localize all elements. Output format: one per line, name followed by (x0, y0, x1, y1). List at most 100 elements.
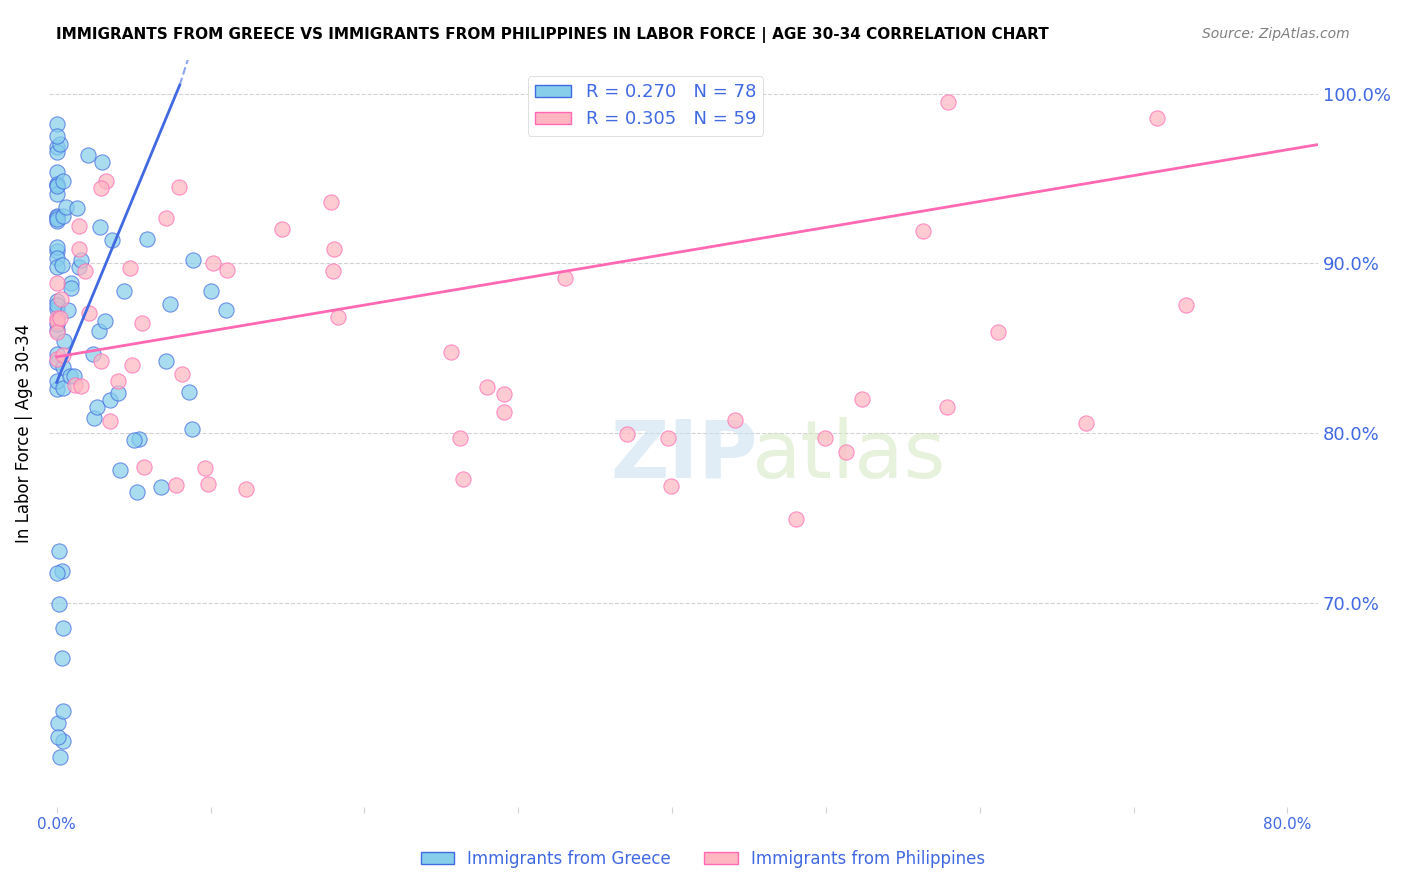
Point (987, 326, 1010, 340)
Point (67, 242, 90, 256)
Point (131, 316, 153, 330)
Point (321, 195, 343, 210)
Point (67, 260, 90, 274)
Point (98, 392, 121, 407)
Point (98, 414, 121, 428)
Point (155, 353, 177, 368)
Point (45, 352, 67, 367)
Point (323, 242, 346, 256)
Legend: R = 0.270   N = 78, R = 0.305   N = 59: R = 0.270 N = 78, R = 0.305 N = 59 (527, 76, 763, 136)
Point (48, 544, 70, 558)
Point (49, 311, 72, 326)
Point (112, 284, 135, 298)
Point (172, 368, 194, 382)
Point (45, 145, 67, 160)
Point (45, 297, 67, 311)
Point (1146, 111, 1168, 125)
Point (814, 432, 837, 446)
Point (45, 177, 67, 191)
Point (60, 281, 83, 295)
Point (202, 256, 225, 270)
Point (322, 263, 344, 277)
Point (52, 621, 75, 635)
Point (52, 733, 75, 747)
Point (51, 650, 73, 665)
Point (63, 378, 86, 392)
Point (51, 565, 73, 579)
Point (554, 270, 576, 285)
Point (724, 413, 747, 427)
Point (48, 597, 70, 611)
Point (165, 477, 187, 491)
Point (66, 201, 89, 215)
Point (45, 213, 67, 227)
Point (52, 359, 75, 374)
Point (215, 303, 238, 318)
Point (108, 462, 131, 476)
Point (45, 210, 67, 224)
Point (181, 253, 204, 268)
Point (86, 400, 108, 414)
Point (136, 232, 159, 246)
Point (75, 264, 97, 278)
Point (45, 187, 67, 202)
Point (494, 387, 516, 401)
Point (45, 276, 67, 290)
Point (46, 716, 69, 731)
Point (128, 432, 150, 446)
Point (56, 303, 79, 318)
Point (169, 180, 191, 194)
Point (127, 484, 149, 499)
Point (912, 224, 935, 238)
Point (936, 401, 959, 415)
Point (45, 165, 67, 179)
Point (82, 347, 104, 361)
Point (45, 211, 67, 226)
Point (657, 431, 679, 445)
Point (45, 178, 67, 193)
Point (179, 384, 201, 399)
Point (55, 200, 77, 214)
Point (101, 233, 124, 247)
Point (159, 296, 181, 310)
Text: atlas: atlas (751, 417, 946, 495)
Point (1175, 298, 1198, 312)
Point (67, 219, 90, 233)
Point (440, 345, 463, 359)
Point (451, 472, 474, 486)
Point (45, 355, 67, 369)
Point (90, 180, 112, 194)
Point (155, 211, 177, 225)
Point (83, 411, 105, 425)
Point (835, 445, 858, 459)
Point (120, 261, 142, 276)
Point (45, 209, 67, 223)
Text: Source: ZipAtlas.com: Source: ZipAtlas.com (1202, 27, 1350, 41)
Point (77, 147, 100, 161)
Point (181, 422, 204, 436)
Point (90, 354, 112, 368)
Point (45, 140, 67, 154)
Point (52, 174, 75, 188)
Point (124, 433, 146, 447)
Point (785, 512, 807, 526)
Point (45, 178, 67, 192)
Point (326, 310, 349, 324)
Point (63, 369, 86, 384)
Point (45, 566, 67, 581)
Point (45, 301, 67, 316)
Point (492, 405, 515, 419)
Point (121, 358, 143, 372)
Point (194, 460, 217, 475)
Point (87, 325, 110, 339)
Point (70, 252, 93, 267)
Legend: Immigrants from Greece, Immigrants from Philippines: Immigrants from Greece, Immigrants from … (413, 844, 993, 875)
Point (77, 306, 100, 320)
Point (217, 263, 239, 277)
Point (45, 260, 67, 275)
Text: ZIP: ZIP (610, 417, 758, 495)
Point (149, 480, 172, 494)
Point (107, 386, 129, 401)
Point (45, 314, 67, 328)
Point (45, 244, 67, 259)
